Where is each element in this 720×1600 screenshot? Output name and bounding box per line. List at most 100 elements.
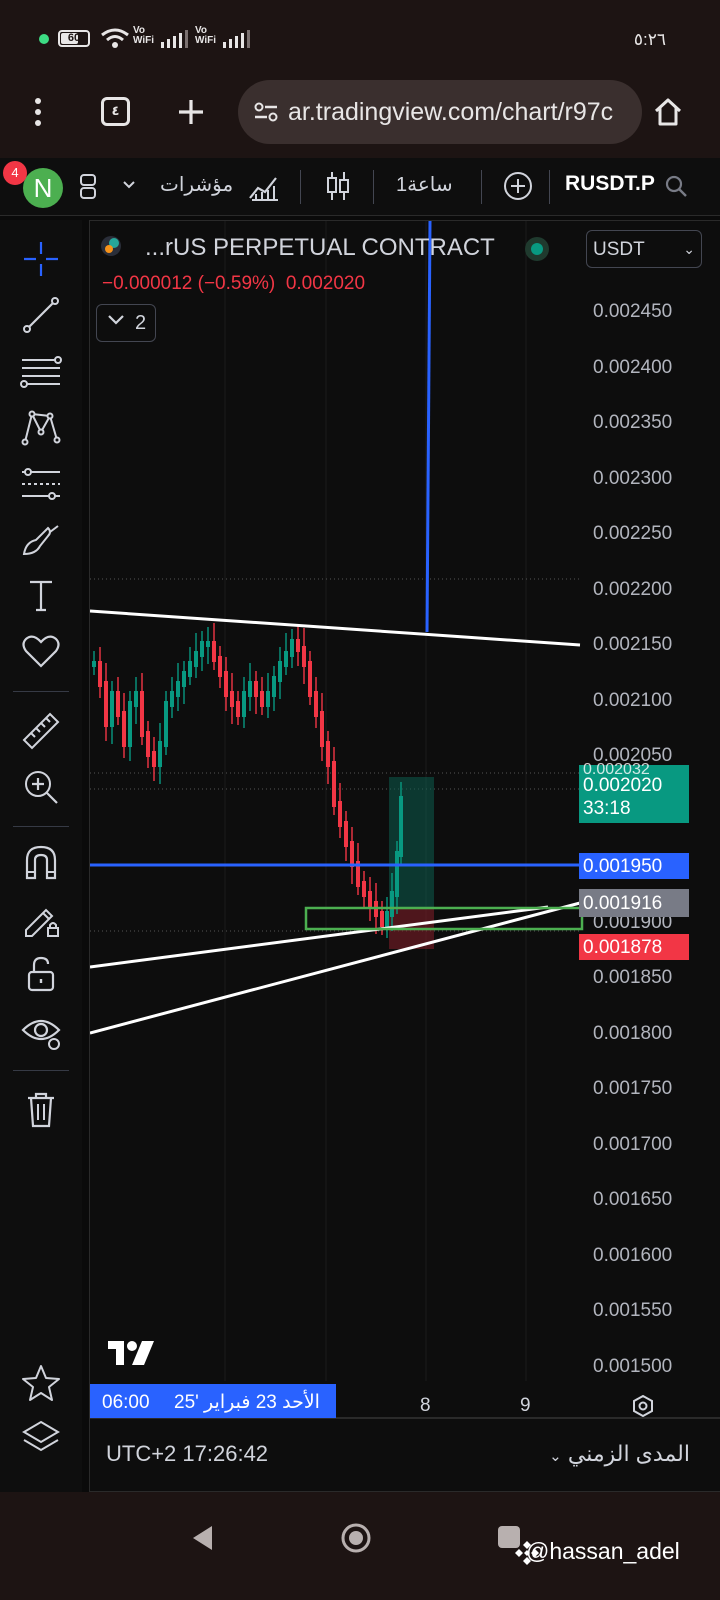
price-tick: 0.001550: [593, 1300, 673, 1321]
chart-bottom-bar: UTC+2 17:26:42 ⌄ المدى الزمني: [89, 1418, 720, 1492]
price-tick: 0.002050: [593, 745, 673, 766]
divider: [300, 170, 301, 204]
interval-button[interactable]: 1ساعة: [396, 174, 453, 196]
camera-indicator-dot: [39, 34, 49, 44]
candle-body: [266, 691, 270, 707]
object-tree-layers-icon[interactable]: [18, 1416, 64, 1462]
candlestick-series: [92, 623, 403, 938]
candle-body: [284, 651, 288, 667]
tradingview-logo[interactable]: [108, 1339, 158, 1367]
candle-body: [170, 691, 174, 707]
chart-canvas[interactable]: [90, 221, 720, 1419]
support-trend-line-upper[interactable]: [90, 905, 549, 969]
candle-body: [385, 911, 389, 927]
tab-switcher-button[interactable]: ٤: [101, 97, 130, 126]
forecast-icon[interactable]: [18, 460, 64, 506]
zoom-in-icon[interactable]: [18, 764, 64, 810]
text-tool-icon[interactable]: [18, 572, 64, 618]
site-settings-icon[interactable]: [254, 101, 278, 123]
candle-body: [254, 681, 258, 697]
pattern-icon[interactable]: [18, 404, 64, 450]
candle-body: [395, 851, 399, 897]
candle-body: [92, 661, 96, 667]
candles-icon[interactable]: [325, 170, 351, 202]
crosshair-icon[interactable]: [18, 236, 64, 282]
search-icon[interactable]: [664, 174, 688, 198]
price-tick: 0.002200: [593, 579, 673, 600]
lock-drawing-pencil-icon[interactable]: [18, 896, 64, 942]
trend-line-icon[interactable]: [18, 292, 64, 338]
heart-icon[interactable]: [18, 628, 64, 674]
home-button-icon[interactable]: [340, 1522, 372, 1554]
address-bar[interactable]: ar.tradingview.com/chart/r97c: [238, 80, 642, 144]
blue-line-price-tag: 0.001950: [579, 853, 689, 879]
time-tick: 8: [420, 1395, 431, 1416]
candle-body: [128, 701, 132, 747]
last-price-tag: 0.002032 0.002020 33:18: [579, 761, 689, 823]
home-icon[interactable]: [652, 96, 684, 128]
unlock-icon[interactable]: [18, 952, 64, 998]
symbol-search-button[interactable]: RUSDT.P: [565, 172, 655, 195]
favorites-star-icon[interactable]: [18, 1360, 64, 1406]
support-trend-line-lower[interactable]: [90, 901, 581, 1035]
candle-body: [188, 661, 192, 677]
layout-icon[interactable]: [80, 174, 98, 200]
magnet-icon[interactable]: [18, 840, 64, 886]
recents-icon[interactable]: [496, 1524, 522, 1550]
chevron-down-icon[interactable]: [122, 180, 136, 190]
candle-body: [200, 641, 204, 657]
new-tab-icon[interactable]: [176, 97, 206, 127]
divider: [549, 170, 550, 204]
ruler-icon[interactable]: [18, 708, 64, 754]
candle-body: [236, 701, 240, 717]
candle-body: [290, 639, 294, 657]
price-tick: 0.001600: [593, 1245, 673, 1266]
trash-icon[interactable]: [18, 1086, 64, 1132]
candle-body: [326, 741, 330, 767]
notification-badge: 4: [3, 161, 27, 185]
indicators-collapse-button[interactable]: 2: [96, 304, 156, 342]
candle-body: [296, 639, 300, 652]
compare-symbol-icon[interactable]: [503, 171, 533, 201]
currency-select[interactable]: USDT ⌄: [586, 230, 702, 268]
price-tick: 0.002150: [593, 634, 673, 655]
chart-settings-icon[interactable]: [632, 1395, 654, 1417]
candle-body: [308, 661, 312, 697]
indicators-icon[interactable]: [248, 170, 280, 202]
symbol-logo-icon: [101, 236, 121, 256]
system-navigation-bar: @hassan_adel: [0, 1492, 720, 1600]
resistance-trend-line[interactable]: [90, 609, 581, 647]
wifi-icon: [101, 28, 129, 48]
fib-retracement-icon[interactable]: [18, 348, 64, 394]
candle-body: [390, 891, 394, 917]
candle-body: [146, 731, 150, 757]
visibility-eye-icon[interactable]: [18, 1008, 64, 1054]
chart-header: N 4 مؤشرات 1ساعة RUSDT.P: [0, 158, 720, 216]
stop-loss-price-tag: 0.001878: [579, 934, 689, 960]
candle-body: [176, 681, 180, 697]
date-range-button[interactable]: ⌄ المدى الزمني: [549, 1441, 690, 1466]
signal-icon-1: [161, 30, 188, 48]
chart-pane[interactable]: ...rUS PERPETUAL CONTRACT −0.000012 (−0.…: [89, 220, 720, 1420]
vertical-ray-blue[interactable]: [425, 221, 432, 633]
demand-zone-rectangle[interactable]: [304, 906, 584, 931]
candle-body: [362, 881, 366, 897]
market-status-icon[interactable]: [525, 237, 549, 261]
avatar[interactable]: N: [23, 168, 63, 208]
back-icon[interactable]: [190, 1524, 214, 1552]
brush-icon[interactable]: [18, 516, 64, 562]
more-menu-icon[interactable]: [30, 96, 46, 128]
browser-toolbar: ٤ ar.tradingview.com/chart/r97c: [0, 80, 720, 158]
symbol-title[interactable]: ...rUS PERPETUAL CONTRACT: [145, 234, 495, 261]
candle-body: [116, 691, 120, 717]
candle-body: [248, 681, 252, 697]
toolbar-divider: [13, 826, 69, 827]
candle-body: [344, 821, 348, 847]
indicators-button[interactable]: مؤشرات: [160, 174, 234, 196]
timezone-clock[interactable]: UTC+2 17:26:42: [106, 1441, 269, 1466]
candle-body: [140, 691, 144, 737]
candle-body: [230, 691, 234, 707]
candle-body: [206, 641, 210, 647]
candle-body: [302, 646, 306, 667]
price-tick: 0.001850: [593, 967, 673, 988]
